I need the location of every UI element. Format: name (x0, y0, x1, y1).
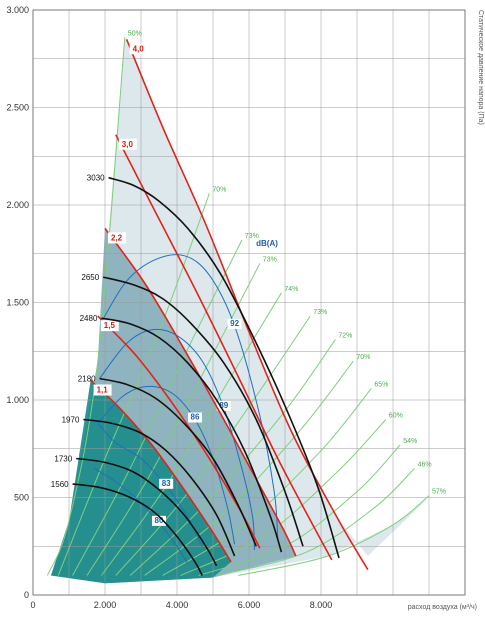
efficiency-curve (115, 315, 311, 576)
power-label-box (118, 138, 137, 150)
speed-label: 1970 (62, 416, 80, 425)
y-tick-label: 0 (24, 590, 29, 600)
power-curve (104, 227, 297, 557)
x-tick-label: 8.000 (310, 600, 333, 610)
x-tick-label: 6.000 (238, 600, 261, 610)
noise-label: 92 (230, 319, 239, 328)
noise-curve (97, 423, 203, 547)
efficiency-label: 50% (128, 30, 142, 37)
power-curve (115, 134, 333, 561)
speed-label: 1560 (51, 480, 69, 489)
speed-label: 2480 (80, 314, 98, 323)
efficiency-lines: 50% 70% 73% 73% 74% 73% 72% 70% 65% 60% 54% 46% 57% (46, 30, 446, 576)
efficiency-label: 73% (313, 309, 327, 316)
x-tick-label: 0 (30, 600, 35, 610)
speed-curves: 3030 2650 2480 2180 1970 1730 1560 (51, 174, 340, 576)
speed-curve (72, 483, 203, 576)
power-label-box (108, 232, 126, 244)
noise-label-box (216, 400, 231, 411)
efficiency-curve (198, 444, 401, 576)
efficiency-curve (100, 292, 282, 576)
power-label: 4,0 (133, 44, 145, 53)
speed-curve (76, 457, 218, 567)
y-tick-label: 1.000 (6, 395, 29, 405)
efficiency-label: 57% (432, 489, 446, 496)
y-axis-label: Статическое давление напора (Па) (477, 10, 484, 125)
efficiency-label: 72% (338, 333, 352, 340)
noise-label-box (152, 515, 166, 526)
efficiency-curve (162, 387, 372, 576)
power-label: 3,0 (122, 140, 134, 149)
power-curve (90, 379, 232, 563)
x-tick-label: 4.000 (166, 600, 189, 610)
power-curve (125, 38, 369, 571)
speed-curve (101, 317, 283, 553)
efficiency-curve (144, 360, 354, 576)
efficiency-label: 46% (418, 461, 432, 468)
y-tick-label: 2.500 (6, 103, 29, 113)
efficiency-curve (238, 495, 430, 576)
noise-label: 86 (191, 413, 200, 422)
speed-label: 3030 (87, 174, 105, 183)
power-label-box (129, 43, 148, 55)
power-label-box (100, 320, 119, 332)
y-tick-label: 2.000 (6, 200, 29, 210)
noise-label-box (227, 318, 242, 329)
power-label: 2,2 (111, 233, 123, 242)
efficiency-label: 74% (284, 286, 298, 293)
power-label: 1,1 (97, 386, 109, 395)
noise-label-box (159, 478, 174, 489)
efficiency-label: 70% (356, 354, 370, 361)
efficiency-label: 73% (263, 257, 277, 264)
x-tick-label: 2.000 (94, 600, 117, 610)
efficiency-label: 65% (374, 381, 388, 388)
efficiency-curve (57, 193, 210, 576)
efficiency-curve (216, 467, 415, 576)
noise-curves: 92 89 86 83 80 dB(A) (93, 239, 279, 565)
power-label-box (93, 384, 112, 396)
efficiency-curve (129, 339, 336, 576)
speed-label: 1730 (54, 455, 72, 464)
speed-label: 2650 (81, 273, 99, 282)
noise-unit-label: dB(A) (256, 239, 278, 248)
efficiency-label: 70% (212, 186, 226, 193)
noise-label-box (188, 412, 202, 423)
axes: 0 2.000 4.000 6.000 8.000 0 500 1.000 1.500 2.000… (6, 5, 466, 610)
noise-label: 89 (219, 401, 228, 410)
noise-curve (93, 467, 189, 565)
speed-label: 2180 (78, 375, 96, 384)
noise-curve (99, 328, 255, 551)
efficiency-curve (46, 37, 126, 576)
y-tick-label: 3.000 (6, 5, 29, 15)
speed-curve (99, 377, 257, 547)
noise-curve (97, 385, 236, 545)
speed-curve (103, 276, 304, 547)
efficiency-curve (72, 239, 243, 576)
efficiency-label: 54% (403, 438, 417, 445)
y-tick-label: 500 (14, 493, 29, 503)
efficiency-label: 60% (389, 413, 403, 420)
speed-curve (108, 176, 340, 559)
efficiency-curve (180, 419, 387, 576)
x-axis-label: расход воздуха (м³/ч) (408, 604, 477, 611)
noise-label: 83 (162, 479, 171, 488)
y-tick-label: 1.500 (6, 298, 29, 308)
power-label: 1,5 (104, 321, 116, 330)
noise-label: 80 (155, 516, 164, 525)
plot-frame (32, 9, 466, 596)
efficiency-label: 73% (245, 233, 259, 240)
speed-curve (83, 418, 236, 557)
